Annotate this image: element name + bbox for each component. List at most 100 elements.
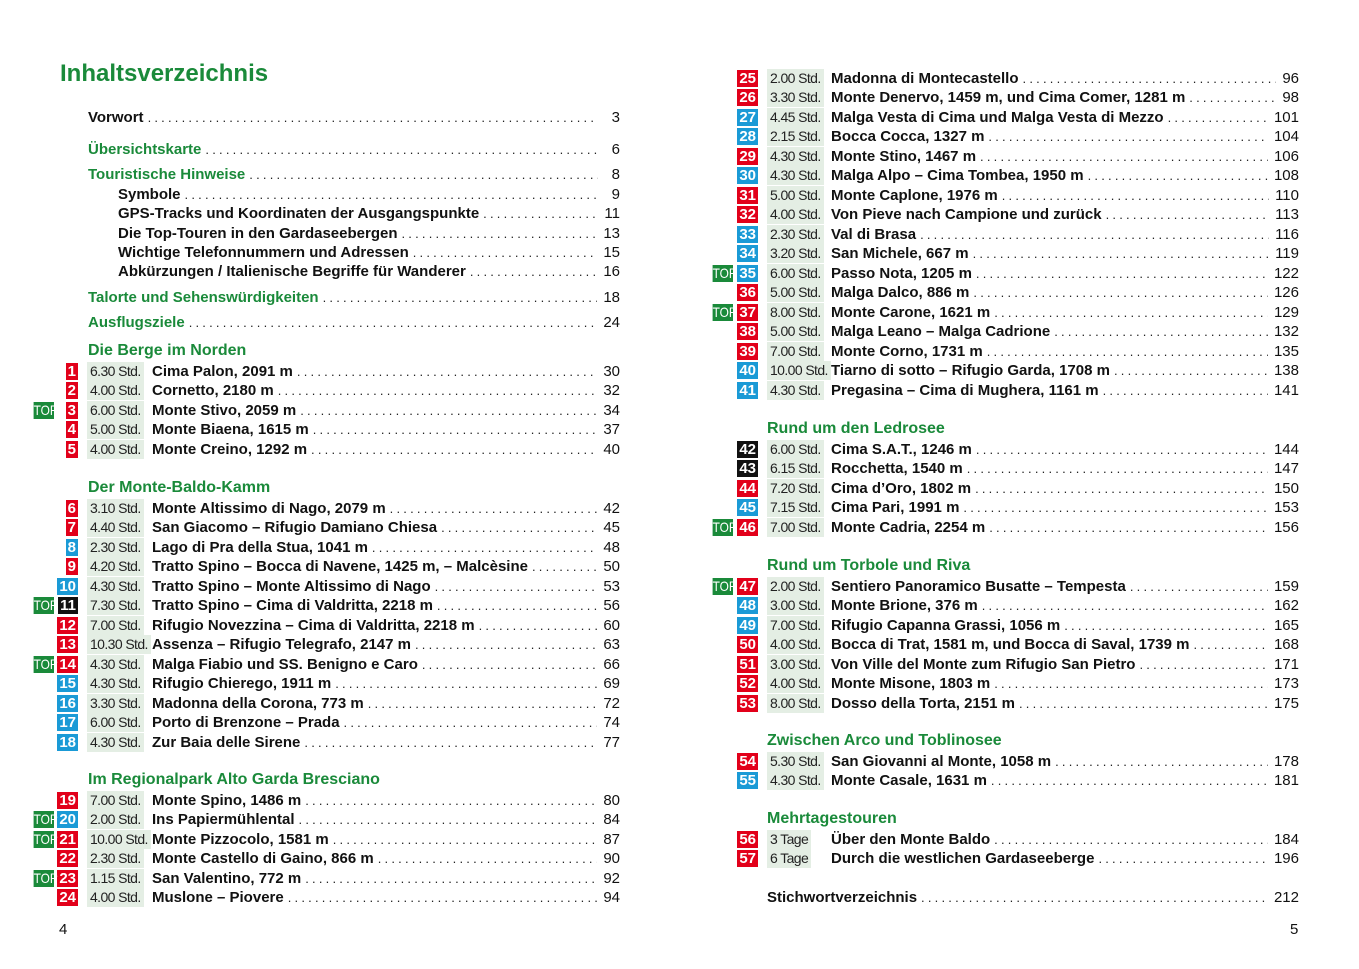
toc-line[interactable]: Monte Spino, 1486 m.....................… [152,790,620,810]
toc-line[interactable]: Bocca Cocca, 1327 m.....................… [831,127,1299,147]
toc-line[interactable]: Vorwort.................................… [88,107,620,127]
toc-line[interactable]: San Valentino, 772 m....................… [152,868,620,888]
toc-line[interactable]: Monte Pizzocolo, 1581 m.................… [152,829,620,849]
toc-line[interactable]: Monte Brione, 376 m.....................… [831,596,1299,616]
toc-line[interactable]: Malga Dalco, 886 m......................… [831,283,1299,303]
tour-number-badge: 32 [737,206,758,223]
toc-line[interactable]: Dosso della Torta, 2151 m...............… [831,693,1299,713]
dot-leader: ........................................… [277,383,598,398]
toc-line[interactable]: Zur Baia delle Sirene...................… [152,732,620,752]
dot-leader: ........................................… [972,246,1270,261]
toc-line[interactable]: GPS-Tracks und Koordinaten der Ausgangsp… [118,203,620,223]
tour-number-badge: 16 [57,694,78,712]
toc-line[interactable]: Malga Vesta di Cima und Malga Vesta di M… [831,107,1299,127]
toc-line[interactable]: Cima d’Oro, 1802 m......................… [831,478,1299,498]
entry-title: Muslone – Piovere [152,889,284,906]
toc-line[interactable]: Talorte und Sehenswürdigkeiten..........… [88,287,620,307]
toc-line[interactable]: Monte Caplone, 1976 m...................… [831,185,1299,205]
toc-line[interactable]: Muslone – Piovere.......................… [152,888,620,908]
entry-title: Madonna di Montecastello [831,69,1019,87]
toc-line[interactable]: Assenza – Rifugio Telegrafo, 2147 m.....… [152,635,620,655]
entry-page: 98 [1282,89,1299,106]
toc-line[interactable]: San Michele, 667 m......................… [831,244,1299,264]
toc-line[interactable]: Pregasina – Cima di Mughera, 1161 m.....… [831,380,1299,400]
entry-page: 138 [1273,362,1299,379]
toc-line[interactable]: Stichwortverzeichnis....................… [767,887,1299,907]
entry-title: Lago di Pra della Stua, 1041 m [152,538,368,556]
toc-line[interactable]: Tratto Spino – Cima di Valdritta, 2218 m… [152,596,620,616]
toc-line[interactable]: Rifugio Chierego, 1911 m................… [152,674,620,694]
toc-line[interactable]: Rifugio Novezzina – Cima di Valdritta, 2… [152,615,620,635]
toc-line[interactable]: Ins Papiermühlental.....................… [152,810,620,830]
toc-line[interactable]: Cima Pari, 1991 m.......................… [831,498,1299,518]
toc-line[interactable]: Von Ville del Monte zum Rifugio San Piet… [831,654,1299,674]
toc-line[interactable]: Touristische Hinweise...................… [88,164,620,184]
duration-label: 4.30 Std. [87,654,144,674]
toc-line[interactable]: Durch die westlichen Gardaseeberge......… [831,849,1299,869]
dot-leader: ........................................… [249,166,598,182]
toc-line[interactable]: Symbole.................................… [118,184,620,204]
toc-line[interactable]: Monte Stino, 1467 m.....................… [831,146,1299,166]
toc-line[interactable]: Tratto Spino – Monte Altissimo di Nago..… [152,576,620,596]
toc-line[interactable]: Rocchetta, 1540 m.......................… [831,459,1299,479]
toc-line[interactable]: Malga Leano – Malga Cadrione............… [831,322,1299,342]
toc-line[interactable]: Monte Stivo, 2059 m.....................… [152,400,620,420]
entry-page: 94 [603,889,620,906]
toc-line[interactable]: Cornetto, 2180 m........................… [152,381,620,401]
duration-label: 3 Tage [767,829,812,849]
toc-line[interactable]: Lago di Pra della Stua, 1041 m..........… [152,537,620,557]
toc-line[interactable]: Madonna della Corona, 773 m.............… [152,693,620,713]
toc-line[interactable]: Rifugio Capanna Grassi, 1056 m..........… [831,615,1299,635]
toc-line[interactable]: Sentiero Panoramico Busatte – Tempesta..… [831,576,1299,596]
toc-line[interactable]: Abkürzungen / Italienische Begriffe für … [118,261,620,281]
toc-line[interactable]: Ausflugsziele...........................… [88,312,620,332]
duration-label: 7.00 Std. [87,615,144,635]
toc-line[interactable]: Monte Denervo, 1459 m, und Cima Comer, 1… [831,88,1299,108]
toc-line[interactable]: Monte Corno, 1731 m.....................… [831,341,1299,361]
duration-label: 4.30 Std. [767,771,824,790]
toc-line[interactable]: Monte Creino, 1292 m....................… [152,439,620,459]
dot-leader: ........................................… [1105,207,1270,222]
toc-line[interactable]: Bocca di Trat, 1581 m, und Bocca di Sava… [831,635,1299,655]
toc-line[interactable]: Über den Monte Baldo....................… [831,829,1299,849]
toc-line[interactable]: San Giovanni al Monte, 1058 m...........… [831,751,1299,771]
entry-title: Dosso della Torta, 2151 m [831,694,1015,712]
toc-line[interactable]: Monte Carone, 1621 m....................… [831,302,1299,322]
entry-title: San Michele, 667 m [831,245,969,262]
entry-page: 119 [1275,245,1299,262]
tour-number-badge: 5 [65,440,78,458]
toc-line[interactable]: Übersichtskarte.........................… [88,139,620,159]
entry-page: 184 [1273,830,1299,848]
toc-line[interactable]: Passo Nota, 1205 m......................… [831,263,1299,283]
tour-number-badge: 54 [737,752,758,770]
entry-title: Ausflugsziele [88,313,185,331]
toc-line[interactable]: Monte Biaena, 1615 m....................… [152,420,620,440]
tour-number-badge: 22 [57,850,78,867]
duration-label: 10.30 Std. [87,635,151,654]
toc-line[interactable]: Tratto Spino – Bocca di Navene, 1425 m, … [152,557,620,577]
entry-page: 63 [603,636,620,653]
toc-line[interactable]: San Giacomo – Rifugio Damiano Chiesa....… [152,518,620,538]
dot-leader: ........................................… [1087,168,1268,183]
toc-line[interactable]: Tiarno di sotto – Rifugio Garda, 1708 m.… [831,361,1299,381]
toc-line[interactable]: Die Top-Touren in den Gardaseebergen....… [118,223,620,243]
tour-number-badge: 20 [57,811,78,828]
toc-line[interactable]: Cima Palon, 2091 m......................… [152,361,620,381]
toc-line[interactable]: Monte Altissimo di Nago, 2079 m.........… [152,498,620,518]
toc-line[interactable]: Cima S.A.T., 1246 m.....................… [831,439,1299,459]
tour-number-badge: 36 [737,284,758,301]
tour-number-badge: 52 [737,675,758,692]
toc-line[interactable]: Wichtige Telefonnummern und Adressen....… [118,242,620,262]
toc-line[interactable]: Porto di Brenzone – Prada...............… [152,713,620,733]
toc-line[interactable]: Val di Brasa............................… [831,224,1299,244]
toc-line[interactable]: Monte Misone, 1803 m....................… [831,674,1299,694]
toc-line[interactable]: Monte Castello di Gaino, 866 m..........… [152,849,620,869]
toc-line[interactable]: Malga Alpo – Cima Tombea, 1950 m........… [831,166,1299,186]
toc-line[interactable]: Monte Casale, 1631 m....................… [831,771,1299,791]
toc-line[interactable]: Malga Fiabio und SS. Benigno e Caro.....… [152,654,620,674]
toc-line[interactable]: Von Pieve nach Campione und zurück......… [831,205,1299,225]
toc-line[interactable]: Monte Cadria, 2254 m....................… [831,517,1299,537]
dot-leader: ........................................… [994,304,1268,320]
tour-number-badge: 12 [57,616,78,634]
toc-line[interactable]: Madonna di Montecastello................… [831,68,1299,88]
